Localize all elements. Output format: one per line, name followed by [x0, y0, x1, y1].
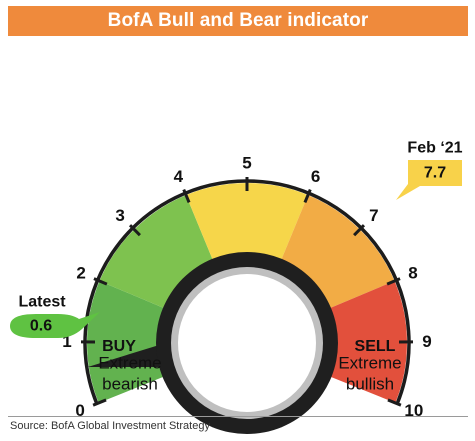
reference-label: Feb ‘21: [407, 140, 462, 157]
extreme-bearish-line1: Extreme: [98, 354, 161, 373]
gauge-tick-0: [92, 398, 107, 407]
tick-label-6: 6: [311, 167, 320, 186]
source-note: Source: BofA Global Investment Strategy: [10, 420, 210, 432]
sell-label: SELL: [355, 338, 396, 355]
gauge-hub-face: [178, 274, 316, 412]
gauge-tick-8: [386, 277, 401, 286]
gauge-tick-6: [303, 188, 312, 204]
extreme-bullish-line1: Extreme: [338, 354, 401, 373]
latest-callout: [10, 312, 100, 338]
latest-label: Latest: [18, 294, 66, 311]
gauge-band-1: [99, 195, 214, 309]
tick-label-8: 8: [408, 264, 417, 283]
tick-label-4: 4: [174, 167, 184, 186]
tick-label-9: 9: [422, 332, 431, 351]
chart-title: BofA Bull and Bear indicator: [107, 10, 369, 31]
gauge-band-3: [280, 195, 395, 309]
extreme-bearish-line2: bearish: [102, 375, 158, 394]
gauge-band-2: [186, 183, 308, 261]
footer-divider: [8, 416, 468, 417]
gauge-tick-7: [353, 224, 366, 237]
gauge-tick-2: [93, 277, 108, 286]
buy-label: BUY: [102, 338, 136, 355]
gauge-tick-4: [182, 188, 191, 204]
tick-label-2: 2: [76, 264, 85, 283]
gauge-tick-3: [128, 224, 141, 237]
gauge-tick-10: [387, 398, 402, 407]
tick-label-5: 5: [242, 154, 251, 173]
reference-callout: [396, 160, 462, 200]
tick-label-1: 1: [62, 332, 71, 351]
latest-pointer: [87, 344, 164, 367]
tick-label-0: 0: [75, 401, 84, 420]
title-bar: BofA Bull and Bear indicator: [8, 6, 468, 36]
extreme-bullish-line2: bullish: [346, 375, 394, 394]
tick-label-3: 3: [115, 206, 124, 225]
gauge-band-0: [87, 280, 165, 403]
latest-value: 0.6: [30, 318, 52, 335]
tick-label-7: 7: [369, 206, 378, 225]
gauge-band-4: [329, 280, 407, 403]
tick-label-10: 10: [404, 401, 423, 420]
reference-value: 7.7: [424, 165, 446, 182]
